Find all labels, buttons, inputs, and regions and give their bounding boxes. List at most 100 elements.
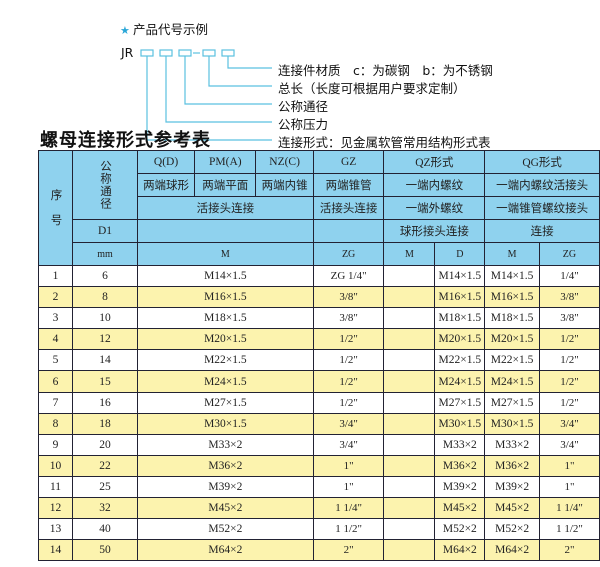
header-zg: ZG xyxy=(312,242,385,266)
header-qg-desc2: 一端锥管螺纹接头 xyxy=(484,196,600,220)
cell-qg-m: M24×1.5 xyxy=(484,370,540,393)
cell-m: M30×1.5 xyxy=(136,412,314,435)
cell-qz-m xyxy=(383,433,436,456)
cell-m: M33×2 xyxy=(136,433,314,456)
code-box-material xyxy=(221,49,235,57)
code-box-pressure xyxy=(159,49,173,57)
header-gz: GZ xyxy=(312,150,385,174)
table-title: 螺母连接形式参考表 xyxy=(40,130,211,151)
header-qz-desc2: 一端外螺纹 xyxy=(383,196,486,220)
cell-zg: 1 1/4" xyxy=(312,497,385,520)
cell-d1: 50 xyxy=(71,539,138,562)
cell-qg-zg: 1/2" xyxy=(538,349,600,372)
cell-d1: 20 xyxy=(71,433,138,456)
cell-seq: 1 xyxy=(38,264,73,288)
header-pm: PM(A) xyxy=(194,150,257,174)
cell-qg-zg: 1/2" xyxy=(538,391,600,414)
header-qz-desc1: 一端内螺纹 xyxy=(383,173,486,197)
cell-qz-m xyxy=(383,539,436,562)
cell-zg: 1/2" xyxy=(312,328,385,351)
cell-d1: 32 xyxy=(71,497,138,520)
table-row: 8 18 M30×1.5 3/4" M30×1.5 M30×1.5 3/4" xyxy=(38,412,600,435)
header-gz-union: 活接头连接 xyxy=(312,196,385,220)
cell-zg: 1" xyxy=(312,454,385,477)
header-m: M xyxy=(136,242,314,266)
cell-d1: 12 xyxy=(71,328,138,351)
cell-seq: 12 xyxy=(38,497,73,520)
header-qg-desc1: 一端内螺纹活接头 xyxy=(484,173,600,197)
header-qg-desc3: 连接 xyxy=(484,219,600,243)
cell-qz-d: M36×2 xyxy=(434,454,486,477)
cell-qg-m: M36×2 xyxy=(484,454,540,477)
cell-qz-d: M24×1.5 xyxy=(434,370,486,393)
header-empty xyxy=(136,219,314,243)
cell-qg-m: M14×1.5 xyxy=(484,264,540,288)
header-qz-m: M xyxy=(383,242,436,266)
cell-m: M36×2 xyxy=(136,454,314,477)
cell-m: M16×1.5 xyxy=(136,286,314,309)
label-pressure: 公称压力 xyxy=(278,117,329,132)
cell-zg: 1" xyxy=(312,475,385,499)
cell-seq: 4 xyxy=(38,328,73,351)
table-row: 11 25 M39×2 1" M39×2 M39×2 1" xyxy=(38,475,600,499)
code-box-length xyxy=(202,49,216,57)
cell-d1: 40 xyxy=(71,518,138,541)
cell-qz-m xyxy=(383,307,436,330)
cell-m: M45×2 xyxy=(136,497,314,520)
example-heading: 产品代号示例 xyxy=(133,22,208,37)
header-q: Q(D) xyxy=(136,150,196,174)
cell-qz-d: M20×1.5 xyxy=(434,328,486,351)
cell-qg-zg: 2" xyxy=(538,539,600,562)
table-row: 2 8 M16×1.5 3/8" M16×1.5 M16×1.5 3/8" xyxy=(38,286,600,309)
table-row: 13 40 M52×2 1 1/2" M52×2 M52×2 1 1/2" xyxy=(38,518,600,541)
cell-qg-zg: 1 1/4" xyxy=(538,497,600,520)
header-q-desc: 两端球形 xyxy=(136,173,196,197)
header-union: 活接头连接 xyxy=(136,196,314,220)
cell-qz-m xyxy=(383,497,436,520)
cell-qg-m: M22×1.5 xyxy=(484,349,540,372)
label-length: 总长（长度可根据用户要求定制） xyxy=(278,81,466,96)
cell-qg-m: M64×2 xyxy=(484,539,540,562)
cell-m: M22×1.5 xyxy=(136,349,314,372)
cell-qg-m: M16×1.5 xyxy=(484,286,540,309)
cell-zg: 3/8" xyxy=(312,286,385,309)
cell-qg-zg: 1" xyxy=(538,475,600,499)
header-pm-desc: 两端平面 xyxy=(194,173,257,197)
cell-qz-d: M18×1.5 xyxy=(434,307,486,330)
cell-m: M20×1.5 xyxy=(136,328,314,351)
cell-qz-d: M16×1.5 xyxy=(434,286,486,309)
cell-seq: 9 xyxy=(38,433,73,456)
cell-zg: ZG 1/4" xyxy=(312,264,385,288)
cell-seq: 2 xyxy=(38,286,73,309)
cell-qz-m xyxy=(383,391,436,414)
cell-qg-zg: 1/2" xyxy=(538,370,600,393)
header-qg-zg: ZG xyxy=(538,242,600,266)
cell-seq: 11 xyxy=(38,475,73,499)
cell-zg: 1/2" xyxy=(312,370,385,393)
cell-zg: 3/4" xyxy=(312,433,385,456)
cell-qz-d: M27×1.5 xyxy=(434,391,486,414)
table-row: 7 16 M27×1.5 1/2" M27×1.5 M27×1.5 1/2" xyxy=(38,391,600,414)
cell-qg-m: M39×2 xyxy=(484,475,540,499)
cell-seq: 3 xyxy=(38,307,73,330)
cell-m: M27×1.5 xyxy=(136,391,314,414)
cell-seq: 14 xyxy=(38,539,73,562)
header-nominal: 公称通径 xyxy=(71,150,138,220)
cell-d1: 8 xyxy=(71,286,138,309)
label-diameter: 公称通径 xyxy=(278,99,329,114)
header-nz: NZ(C) xyxy=(255,150,314,174)
header-seq-text: 序 号 xyxy=(49,189,62,227)
cell-m: M52×2 xyxy=(136,518,314,541)
cell-qg-m: M18×1.5 xyxy=(484,307,540,330)
cell-seq: 7 xyxy=(38,391,73,414)
cell-seq: 8 xyxy=(38,412,73,435)
cell-d1: 6 xyxy=(71,264,138,288)
code-box-diameter xyxy=(178,49,192,57)
cell-qz-m xyxy=(383,264,436,288)
cell-qg-m: M52×2 xyxy=(484,518,540,541)
cell-qz-d: M14×1.5 xyxy=(434,264,486,288)
header-empty xyxy=(312,219,385,243)
cell-m: M24×1.5 xyxy=(136,370,314,393)
cell-qg-zg: 1 1/2" xyxy=(538,518,600,541)
cell-seq: 10 xyxy=(38,454,73,477)
